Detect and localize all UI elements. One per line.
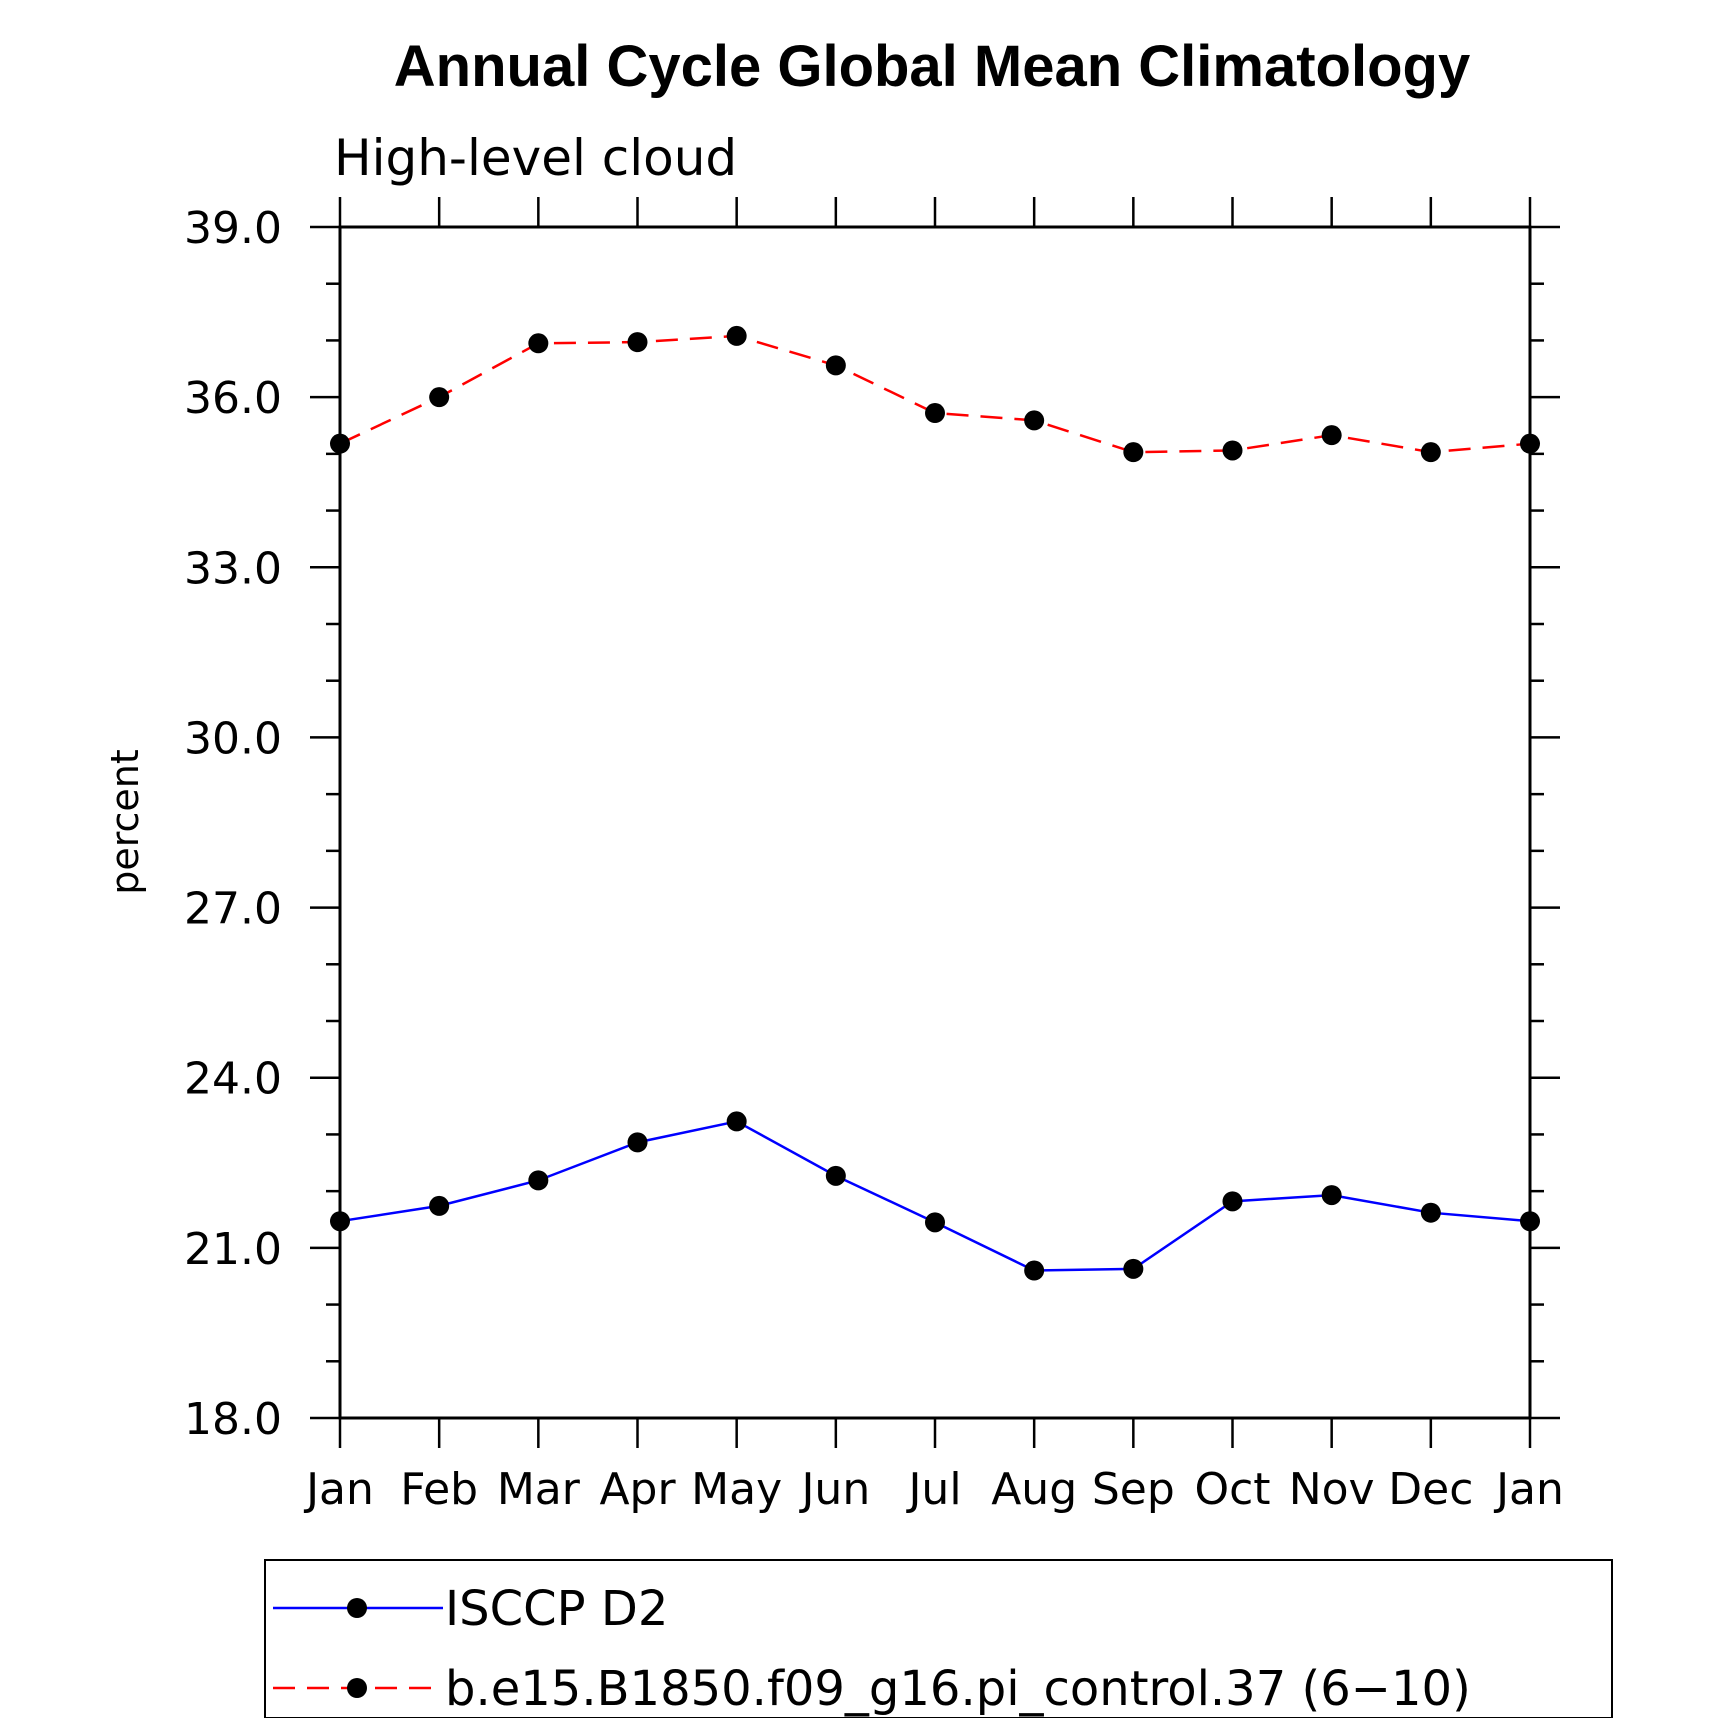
- x-tick-label: Dec: [1388, 1464, 1473, 1515]
- series-0-point: [528, 1170, 549, 1191]
- legend-label-1: b.e15.B1850.f09_g16.pi_control.37 (6−10): [445, 1661, 1471, 1717]
- series-1-point: [925, 403, 945, 424]
- x-tick-label: Nov: [1289, 1464, 1375, 1515]
- series-0-point: [925, 1212, 945, 1233]
- series-1-point: [1520, 433, 1540, 454]
- series-0-point: [429, 1195, 450, 1216]
- x-tick-label: Jun: [798, 1464, 870, 1515]
- chart-title: Annual Cycle Global Mean Climatology: [394, 34, 1470, 99]
- legend-box: [264, 1559, 1613, 1718]
- x-tick-label: Feb: [400, 1464, 478, 1515]
- y-tick-label: 30.0: [184, 713, 282, 764]
- x-tick-label: Sep: [1092, 1464, 1175, 1515]
- series-0-point: [1321, 1185, 1342, 1206]
- series-line-0: [339, 1120, 1531, 1272]
- y-axis-label: percent: [103, 749, 147, 895]
- legend-marker-0: [347, 1598, 367, 1618]
- series-0-point: [726, 1111, 747, 1132]
- x-tick-label: Jul: [905, 1464, 961, 1515]
- y-tick-label: 39.0: [184, 203, 282, 254]
- y-tick-label: 33.0: [184, 543, 282, 594]
- x-tick-label: Oct: [1194, 1464, 1270, 1515]
- series-0-point: [825, 1165, 846, 1186]
- series-0-point: [1222, 1191, 1243, 1212]
- series-1-point: [1222, 440, 1243, 461]
- series-1-point: [1420, 442, 1441, 463]
- y-tick-label: 21.0: [184, 1224, 282, 1275]
- series-0-point: [1420, 1202, 1441, 1223]
- series-1-point: [627, 332, 648, 353]
- series-0-point: [1123, 1258, 1144, 1279]
- legend-label-0: ISCCP D2: [445, 1581, 668, 1637]
- x-tick-label: Aug: [991, 1464, 1077, 1515]
- series-0-point: [330, 1211, 350, 1232]
- series-1-point: [1321, 425, 1342, 446]
- x-tick-label: Mar: [497, 1464, 581, 1515]
- series-1-point: [429, 387, 450, 408]
- series-1-point: [825, 355, 846, 376]
- y-tick-label: 27.0: [184, 884, 282, 935]
- series-0-point: [1024, 1260, 1045, 1281]
- legend-marker-1: [347, 1678, 367, 1698]
- series-1-point: [1024, 410, 1045, 431]
- chart-subtitle: High-level cloud: [334, 129, 737, 187]
- series-0-point: [1520, 1211, 1540, 1232]
- x-tick-label: Jan: [303, 1464, 374, 1515]
- series-0-point: [627, 1132, 648, 1153]
- series-1-point: [1123, 442, 1144, 463]
- x-tick-label: Jan: [1493, 1464, 1564, 1515]
- series-1-point: [330, 433, 350, 454]
- series-1-point: [726, 325, 747, 346]
- series-line-1: [339, 334, 1531, 454]
- y-tick-label: 36.0: [184, 373, 282, 424]
- x-tick-label: Apr: [599, 1464, 676, 1515]
- plot-area: 18.0 21.0 24.0 27.0 30.0 33.0 36.0 39.0 Jan Feb Ma…: [184, 197, 1564, 1515]
- x-tick-label: May: [691, 1464, 782, 1515]
- y-tick-label: 18.0: [184, 1394, 282, 1445]
- y-tick-label: 24.0: [184, 1054, 282, 1105]
- legend: ISCCP D2 b.e15.B1850.f09_g16.pi_control.3…: [264, 1559, 1613, 1718]
- series-1-point: [528, 333, 549, 354]
